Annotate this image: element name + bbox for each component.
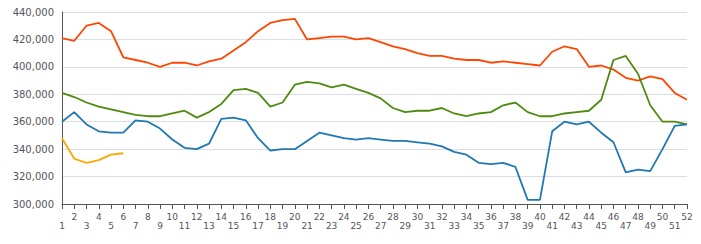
svg-text:32: 32 [436, 212, 447, 222]
svg-text:25: 25 [350, 221, 361, 231]
svg-text:23: 23 [326, 221, 337, 231]
svg-text:360,000: 360,000 [13, 116, 54, 127]
svg-text:29: 29 [399, 221, 411, 231]
svg-text:18: 18 [265, 212, 277, 222]
svg-text:2: 2 [71, 212, 77, 222]
svg-text:34: 34 [461, 212, 473, 222]
svg-text:47: 47 [620, 221, 631, 231]
svg-text:3: 3 [84, 221, 90, 231]
svg-text:7: 7 [133, 221, 139, 231]
svg-text:30: 30 [412, 212, 424, 222]
svg-text:5: 5 [108, 221, 114, 231]
svg-text:20: 20 [289, 212, 301, 222]
svg-text:36: 36 [485, 212, 497, 222]
svg-text:16: 16 [240, 212, 252, 222]
svg-text:320,000: 320,000 [13, 171, 54, 182]
svg-text:26: 26 [363, 212, 375, 222]
svg-text:300,000: 300,000 [13, 199, 54, 210]
svg-text:15: 15 [228, 221, 239, 231]
svg-text:52: 52 [681, 212, 692, 222]
svg-text:440,000: 440,000 [13, 7, 54, 18]
svg-text:340,000: 340,000 [13, 144, 54, 155]
svg-text:22: 22 [314, 212, 325, 222]
svg-text:44: 44 [583, 212, 595, 222]
svg-text:8: 8 [145, 212, 151, 222]
svg-text:17: 17 [252, 221, 263, 231]
svg-text:48: 48 [632, 212, 644, 222]
svg-text:50: 50 [657, 212, 669, 222]
svg-text:45: 45 [595, 221, 606, 231]
svg-text:42: 42 [559, 212, 570, 222]
svg-text:27: 27 [375, 221, 386, 231]
svg-text:41: 41 [546, 221, 557, 231]
svg-text:37: 37 [497, 221, 508, 231]
svg-text:380,000: 380,000 [13, 89, 54, 100]
svg-text:10: 10 [167, 212, 179, 222]
svg-text:43: 43 [571, 221, 582, 231]
svg-text:40: 40 [534, 212, 546, 222]
svg-text:31: 31 [424, 221, 435, 231]
svg-text:6: 6 [120, 212, 126, 222]
svg-text:13: 13 [203, 221, 214, 231]
svg-text:28: 28 [387, 212, 399, 222]
svg-text:38: 38 [510, 212, 522, 222]
svg-text:49: 49 [645, 221, 657, 231]
svg-text:4: 4 [96, 212, 102, 222]
svg-text:9: 9 [157, 221, 163, 231]
svg-text:24: 24 [338, 212, 350, 222]
svg-text:33: 33 [448, 221, 459, 231]
svg-text:420,000: 420,000 [13, 34, 54, 45]
svg-text:51: 51 [669, 221, 680, 231]
svg-text:1: 1 [59, 221, 65, 231]
svg-text:46: 46 [608, 212, 620, 222]
svg-text:400,000: 400,000 [13, 61, 54, 72]
svg-text:14: 14 [216, 212, 228, 222]
svg-text:12: 12 [191, 212, 202, 222]
svg-text:35: 35 [473, 221, 484, 231]
svg-text:21: 21 [301, 221, 312, 231]
svg-text:11: 11 [179, 221, 190, 231]
svg-text:19: 19 [277, 221, 289, 231]
svg-text:39: 39 [522, 221, 534, 231]
